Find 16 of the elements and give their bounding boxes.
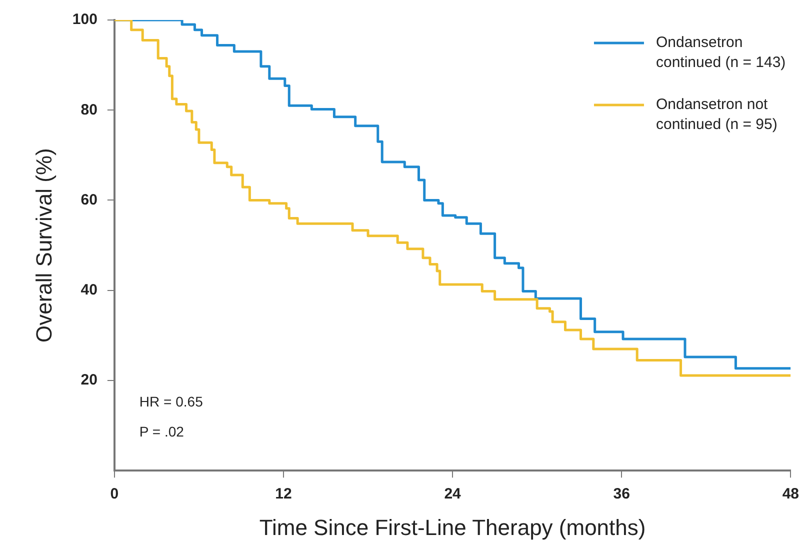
legend-label: Ondansetron not continued (n = 95) — [656, 96, 778, 134]
legend-label: Ondansetron continued (n = 143) — [656, 34, 786, 72]
y-tick-label: 20 — [80, 372, 98, 389]
x-tick-label: 0 — [110, 486, 119, 503]
x-tick-label: 12 — [275, 486, 292, 503]
y-axis-title: Overall Survival (%) — [31, 148, 56, 342]
x-tick-label: 24 — [444, 486, 462, 503]
y-tick-label: 60 — [80, 191, 98, 208]
x-tick-label: 36 — [613, 486, 630, 503]
x-axis-title: Time Since First-Line Therapy (months) — [259, 514, 646, 540]
y-tick-label: 80 — [80, 101, 98, 118]
y-tick-label: 100 — [72, 11, 98, 28]
annotation: HR = 0.65 — [139, 393, 204, 410]
x-tick-label: 48 — [782, 486, 799, 503]
y-tick-label: 40 — [80, 282, 98, 298]
annotation: P = .02 — [139, 423, 184, 440]
